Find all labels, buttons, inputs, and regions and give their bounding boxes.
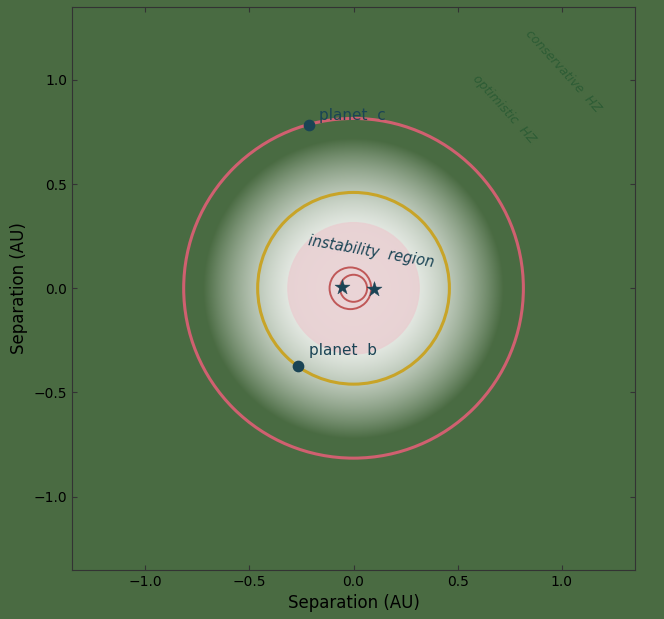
Circle shape	[288, 223, 419, 354]
X-axis label: Separation (AU): Separation (AU)	[288, 594, 420, 612]
Y-axis label: Separation (AU): Separation (AU)	[10, 222, 28, 354]
Point	[337, 282, 347, 292]
Text: instability  region: instability region	[307, 233, 436, 271]
Text: planet  b: planet b	[309, 343, 376, 358]
Point	[369, 284, 380, 294]
Point	[293, 361, 303, 371]
Text: conservative  HZ: conservative HZ	[523, 28, 604, 115]
Text: optimistic  HZ: optimistic HZ	[469, 72, 538, 146]
Text: planet  c: planet c	[319, 108, 386, 123]
Point	[303, 119, 314, 129]
